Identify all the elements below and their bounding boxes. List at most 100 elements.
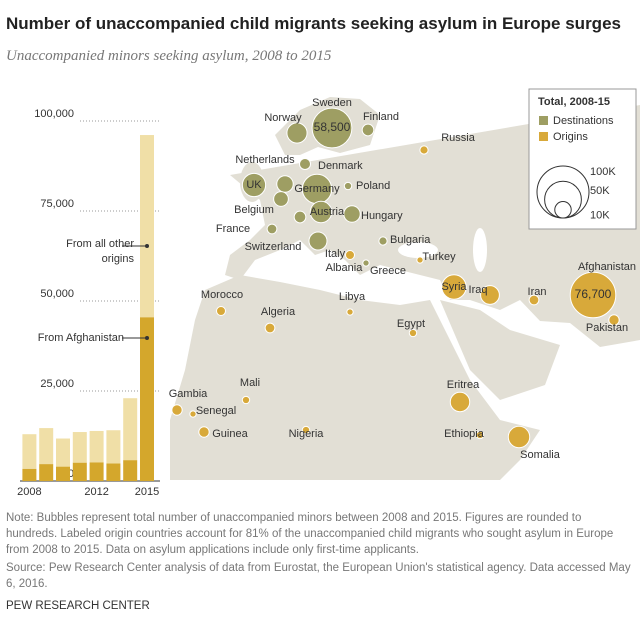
bubble-label: Norway	[264, 112, 302, 124]
bubble	[408, 328, 418, 338]
bubble-label: Denmark	[318, 160, 363, 172]
bubble-label: Austria	[310, 206, 345, 218]
bubble	[241, 172, 267, 198]
bubble	[198, 426, 210, 438]
bubble	[569, 271, 617, 319]
bubble-label: Sweden	[312, 97, 352, 109]
bar-segment	[72, 432, 87, 463]
bubble-value-label: 76,700	[575, 287, 612, 301]
bar-segment	[22, 468, 37, 481]
bubble	[528, 294, 540, 306]
size-legend-label: 100K	[590, 166, 616, 178]
bubble-label: Nigeria	[289, 428, 325, 440]
bar-segment	[123, 460, 138, 481]
bubble	[273, 191, 289, 207]
bubble	[378, 236, 388, 246]
bubble-label: Iraq	[469, 284, 488, 296]
legend-swatch	[539, 132, 548, 141]
sea-caspian	[473, 228, 487, 272]
bar-segment	[123, 398, 138, 461]
bubble	[608, 314, 620, 326]
bubble-label: Egypt	[397, 318, 425, 330]
leader-dot	[145, 336, 149, 340]
annotation: From all other origins	[66, 238, 134, 265]
bubble-label: Afghanistan	[578, 261, 636, 273]
bubble-label: France	[216, 223, 250, 235]
bubble-label: Turkey	[422, 251, 456, 263]
bubble-label: Iran	[528, 286, 547, 298]
x-tick-label: 2008	[17, 486, 41, 495]
bar-segment	[22, 434, 37, 469]
bubble-label: Ethiopia	[444, 428, 485, 440]
bubble-label: Hungary	[361, 210, 403, 222]
bubble	[264, 322, 276, 334]
bar-segment	[56, 438, 70, 467]
bubble	[301, 425, 311, 435]
bubble	[343, 205, 361, 223]
size-legend-circle	[554, 201, 572, 219]
bubble-label: Germany	[294, 183, 340, 195]
bar-segment	[39, 428, 54, 465]
bubble-label: Mali	[240, 377, 260, 389]
bubble-label: Greece	[370, 265, 406, 277]
bar-segment	[89, 462, 104, 481]
x-tick-label: 2012	[84, 486, 108, 495]
size-legend-label: 10K	[590, 209, 610, 221]
bubble	[343, 181, 353, 191]
y-tick-label: 0	[68, 468, 74, 480]
legend-title: Total, 2008-15	[538, 96, 610, 108]
bubble	[308, 231, 328, 251]
legend-swatch	[539, 116, 548, 125]
bar-segment	[106, 430, 121, 464]
annotation: From Afghanistan	[37, 332, 124, 344]
bubble	[241, 395, 251, 405]
bubble-label: Finland	[363, 111, 399, 123]
bubble	[293, 210, 307, 224]
legend-label: Origins	[553, 131, 588, 143]
bubble-label: Italy	[325, 248, 346, 260]
bubble	[416, 256, 424, 264]
bar-segment	[106, 463, 121, 481]
bubble	[441, 274, 467, 300]
bubble-label: Gambia	[169, 388, 208, 400]
bubble-label: Somalia	[520, 449, 561, 461]
x-tick-label: 2015	[135, 486, 159, 495]
bubble	[286, 122, 308, 144]
bubble-label: Poland	[356, 180, 390, 192]
bubble-label: Albania	[326, 262, 364, 274]
y-tick-label: 100,000	[34, 108, 74, 120]
subtitle: Unaccompanied minors seeking asylum, 200…	[6, 48, 332, 64]
sea-black	[398, 242, 438, 258]
bubble-label: Netherlands	[235, 154, 295, 166]
title: Number of unaccompanied child migrants s…	[6, 14, 621, 33]
bubble	[449, 391, 471, 413]
legend: Total, 2008-15 Destinations Origins 100K 50K…	[528, 88, 637, 230]
note: Note: Bubbles represent total number of …	[6, 512, 614, 556]
bubble-label: Senegal	[196, 405, 236, 417]
bubble	[480, 285, 500, 305]
bubble-label: Belgium	[234, 204, 274, 216]
bubble-label: Guinea	[212, 428, 248, 440]
bubble-label: Pakistan	[586, 322, 628, 334]
bubble	[311, 107, 353, 149]
y-tick-label: 25,000	[40, 378, 74, 390]
bubble	[507, 425, 531, 449]
size-legend-label: 50K	[590, 185, 610, 197]
land-africa	[170, 275, 540, 480]
bubble	[361, 123, 375, 137]
bar-segment	[72, 462, 87, 481]
y-tick-label: 50,000	[40, 288, 74, 300]
bubble-label: Algeria	[261, 306, 296, 318]
leader-dot	[145, 244, 149, 248]
bubble	[309, 200, 333, 224]
bar-segment	[140, 135, 154, 318]
bar-segment	[140, 317, 154, 481]
bubble	[266, 223, 278, 235]
bubble-label: Eritrea	[447, 379, 480, 391]
chart: 0 25,000 50,000 75,000 100,000 2008 2012 2015 58…	[17, 88, 640, 495]
bubble	[475, 430, 485, 440]
source: Source: Pew Research Center analysis of …	[6, 562, 631, 590]
bubble-label: Bulgaria	[390, 234, 431, 246]
bubble	[189, 410, 197, 418]
